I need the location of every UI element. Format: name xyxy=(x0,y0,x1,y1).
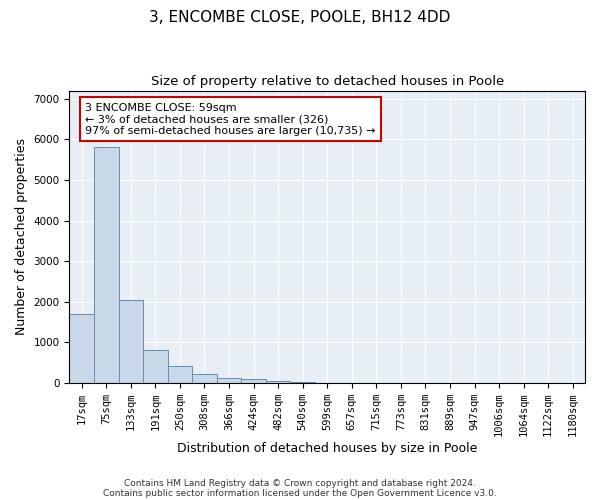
Bar xyxy=(290,382,315,383)
Bar xyxy=(143,350,167,383)
Bar xyxy=(119,300,143,383)
Bar xyxy=(266,380,290,383)
Bar xyxy=(217,378,241,383)
Title: Size of property relative to detached houses in Poole: Size of property relative to detached ho… xyxy=(151,75,504,88)
Y-axis label: Number of detached properties: Number of detached properties xyxy=(15,138,28,336)
Bar xyxy=(192,374,217,383)
Text: Contains HM Land Registry data © Crown copyright and database right 2024.: Contains HM Land Registry data © Crown c… xyxy=(124,478,476,488)
X-axis label: Distribution of detached houses by size in Poole: Distribution of detached houses by size … xyxy=(177,442,478,455)
Bar xyxy=(241,380,266,383)
Text: Contains public sector information licensed under the Open Government Licence v3: Contains public sector information licen… xyxy=(103,488,497,498)
Text: 3 ENCOMBE CLOSE: 59sqm
← 3% of detached houses are smaller (326)
97% of semi-det: 3 ENCOMBE CLOSE: 59sqm ← 3% of detached … xyxy=(85,102,376,136)
Text: 3, ENCOMBE CLOSE, POOLE, BH12 4DD: 3, ENCOMBE CLOSE, POOLE, BH12 4DD xyxy=(149,10,451,25)
Bar xyxy=(70,314,94,383)
Bar xyxy=(94,148,119,383)
Bar xyxy=(167,366,192,383)
